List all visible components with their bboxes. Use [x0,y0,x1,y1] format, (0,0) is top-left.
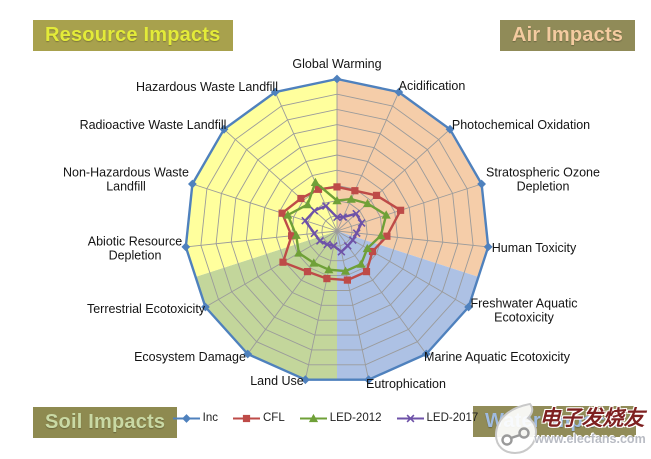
axis-label-abiotic-resource-depletion: Abiotic Resource Depletion [87,234,183,263]
series-led-2012 [283,177,391,275]
badge-soil-impacts: Soil Impacts [33,407,178,438]
axis-spoke [192,183,338,232]
axis-label-terrestrial-ecotoxicity: Terrestrial Ecotoxicity [86,301,206,316]
axis-label-eutrophication: Eutrophication [366,376,446,391]
grid-ring [276,169,398,291]
badge-air-impacts: Air Impacts [500,20,636,51]
axis-spoke [205,230,338,308]
axis-label-ecosystem-damage: Ecosystem Damage [134,349,246,364]
axis-spoke [336,230,489,248]
legend-label: LED-2017 [426,412,479,424]
sector-fill-air [337,79,489,277]
axis-spoke [304,230,338,380]
grid-ring [215,108,459,351]
legend-marker-triangle-icon [299,413,327,422]
legend-item-inc: Inc [172,412,218,424]
axis-spoke [185,230,338,248]
series-led-2017 [301,202,366,256]
axis-label-radioactive-waste-landfill: Radioactive Waste Landfill [79,117,227,132]
axis-label-global-warming: Global Warming [292,56,382,71]
axis-spoke [247,230,338,355]
grid-ring [321,215,353,247]
axis-label-acidification: Acidification [398,78,466,93]
legend-label: CFL [263,412,285,424]
axis-spoke [223,128,338,232]
sector-fill-resource [185,79,337,277]
grid-ring [230,124,444,336]
grid-ring [306,200,368,262]
legend-label: Inc [202,412,218,424]
chart-legend: Inc CFL LED-2012 LED-2017 [0,412,651,424]
axis-spoke [336,230,469,308]
series-cfl [278,183,405,284]
legend-label: LED-2012 [329,412,382,424]
axis-label-human-toxicity: Human Toxicity [491,240,577,255]
legend-item-led-2017: LED-2017 [396,412,479,424]
legend-marker-x-icon [396,414,424,422]
grid-ring [200,93,474,366]
axis-label-hazardous-waste-landfill: Hazardous Waste Landfill [136,79,278,94]
legend-marker-square-icon [233,414,260,422]
axis-label-stratospheric-ozone-depletion: Stratospheric Ozone Depletion [486,165,600,194]
grid-ring [245,139,429,321]
axis-spoke [336,230,427,355]
legend-item-cfl: CFL [233,412,285,424]
axis-label-non-hazardous-waste-landfill: Non-Hazardous Waste Landfill [63,165,189,194]
series-inc [181,74,493,385]
legend-item-led-2012: LED-2012 [299,412,382,424]
axis-label-photochemical-oxidation: Photochemical Oxidation [451,117,591,132]
axis-label-freshwater-aquatic-ecotoxicity: Freshwater Aquatic Ecotoxicity [470,296,578,325]
axis-spoke [336,230,370,380]
legend-marker-diamond-icon [172,413,200,423]
badge-resource-impacts: Resource Impacts [33,20,233,51]
sector-fill-water [337,231,479,380]
axis-spoke [336,91,400,232]
grid-ring [260,154,414,306]
axis-label-land-use: Land Use [250,373,304,388]
axis-label-marine-aquatic-ecotoxicity: Marine Aquatic Ecotoxicity [424,349,570,364]
